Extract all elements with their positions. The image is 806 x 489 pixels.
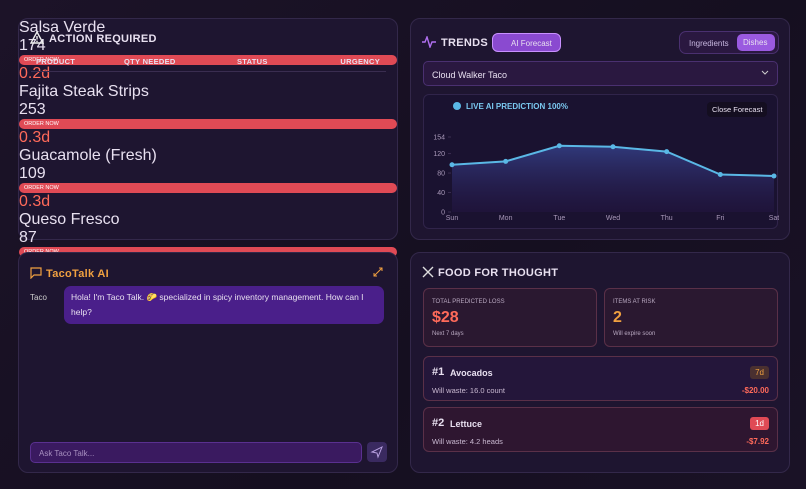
- area: [452, 145, 774, 212]
- days-badge: 1d: [750, 417, 769, 430]
- stat-value: $28: [432, 309, 459, 326]
- waste-note: Will waste: 16.0 count: [432, 386, 505, 395]
- stat-label: TOTAL PREDICTED LOSS: [432, 299, 505, 305]
- stat-note: Will expire soon: [613, 331, 656, 337]
- item-name: Avocados: [450, 368, 493, 378]
- qty: 109: [19, 165, 46, 182]
- status-pill: ORDER NOW: [19, 183, 397, 193]
- qty: 174: [19, 37, 46, 54]
- y-tick-label: 0: [441, 210, 445, 217]
- rank: #1: [432, 366, 445, 378]
- line-chart: 0 40 80 120 154 Sun Mon Tue Wed Thu Fri Sat: [433, 135, 779, 223]
- send-icon: [370, 445, 383, 459]
- y-tick-label: 40: [437, 190, 445, 197]
- status-pill: ORDER NOW: [19, 55, 397, 65]
- column-header: URGENCY: [340, 57, 380, 66]
- qty: 87: [19, 229, 37, 246]
- panel-title: FOOD FOR THOUGHT: [438, 267, 559, 279]
- trends-panel: TRENDS AI Forecast Ingredients Dishes Cl…: [410, 18, 790, 240]
- tab-active[interactable]: Dishes: [737, 34, 775, 51]
- button-label: AI Forecast: [511, 39, 552, 48]
- table-row: Fajita Steak Strips 253 ORDER NOW 0.3d: [19, 83, 397, 147]
- point: [717, 172, 723, 177]
- food-panel: FOOD FOR THOUGHT TOTAL PREDICTED LOSS $28…: [410, 252, 790, 473]
- warning-icon: [30, 31, 44, 44]
- product: Queso Fresco: [19, 211, 120, 228]
- status-pill: ORDER NOW: [19, 119, 397, 129]
- ai-forecast-button[interactable]: AI Forecast: [492, 33, 561, 52]
- y-tick-label: 120: [433, 151, 445, 158]
- rank: #2: [432, 417, 445, 429]
- point: [664, 149, 670, 155]
- qty: 253: [19, 101, 46, 118]
- x-tick-label: Sat: [769, 215, 779, 222]
- table-row: Salsa Verde 174 ORDER NOW 0.2d: [19, 19, 397, 83]
- point: [771, 173, 777, 179]
- stat-label: ITEMS AT RISK: [613, 299, 656, 305]
- urgency: 0.3d: [19, 129, 51, 146]
- urgency: 0.2d: [19, 65, 51, 82]
- point: [556, 143, 562, 149]
- panel-title: TRENDS: [441, 37, 489, 49]
- close-forecast[interactable]: Close Forecast: [707, 102, 768, 117]
- live-label: LIVE AI PREDICTION 100%: [466, 102, 568, 111]
- y-tick-label: 80: [437, 171, 445, 178]
- stat-card: TOTAL PREDICTED LOSS $28 Next 7 days: [423, 288, 597, 347]
- panel-title: ACTION REQUIRED: [49, 33, 157, 45]
- trend-icon: [422, 36, 436, 48]
- chat-icon: [30, 267, 42, 279]
- waste-item: #1 Avocados 7d Will waste: 16.0 count -$20.0…: [423, 356, 778, 401]
- divider: [31, 71, 386, 72]
- waste-cost: -$7.92: [746, 437, 769, 446]
- item-name: Lettuce: [450, 419, 483, 429]
- chat-input[interactable]: Ask Taco Talk...: [30, 442, 362, 463]
- select[interactable]: Cloud Walker Taco: [423, 61, 778, 86]
- y-tick-label: 154: [433, 135, 445, 142]
- days-badge: 7d: [750, 366, 769, 379]
- table-row: Guacamole (Fresh) 109 ORDER NOW 0.3d: [19, 147, 397, 211]
- column-header: STATUS: [237, 57, 268, 66]
- point: [610, 144, 616, 150]
- tab[interactable]: Ingredients: [689, 39, 729, 48]
- x-tick-label: Tue: [553, 215, 565, 222]
- send-button[interactable]: [367, 442, 387, 462]
- product: Fajita Steak Strips: [19, 83, 149, 100]
- waste-item: #2 Lettuce 1d Will waste: 4.2 heads -$7.92: [423, 407, 778, 452]
- chat-message: Hola! I'm Taco Talk. 🌮 specialized in sp…: [64, 286, 384, 324]
- x-tick-label: Mon: [499, 215, 513, 222]
- product: Salsa Verde: [19, 19, 106, 36]
- waste-cost: -$20.00: [741, 386, 769, 395]
- expand-icon[interactable]: [373, 267, 383, 277]
- x-tick-label: Thu: [661, 215, 673, 222]
- utensils-icon: [422, 266, 434, 278]
- column-header: PRODUCT: [36, 57, 76, 66]
- point: [503, 158, 509, 164]
- stat-card: ITEMS AT RISK 2 Will expire soon: [604, 288, 778, 347]
- x-tick-label: Sun: [446, 215, 459, 222]
- panel-title: TacoTalk AI: [46, 268, 109, 280]
- avatar-alt: Taco: [30, 293, 47, 302]
- stat-value: 2: [613, 309, 622, 326]
- live-dot: [453, 102, 461, 110]
- urgency: 0.3d: [19, 193, 51, 210]
- stat-note: Next 7 days: [432, 331, 464, 337]
- point: [449, 162, 455, 168]
- action-panel: ACTION REQUIRED PRODUCT QTY NEEDED STATU…: [18, 18, 398, 338]
- chevron: [761, 70, 769, 75]
- column-header: QTY NEEDED: [124, 57, 176, 66]
- x-tick-label: Wed: [606, 215, 620, 222]
- product: Guacamole (Fresh): [19, 147, 157, 164]
- x-tick-label: Fri: [716, 215, 725, 222]
- chat-panel: TacoTalk AI Taco Hola! I'm Taco Talk. 🌮 …: [18, 252, 398, 473]
- waste-note: Will waste: 4.2 heads: [432, 437, 503, 446]
